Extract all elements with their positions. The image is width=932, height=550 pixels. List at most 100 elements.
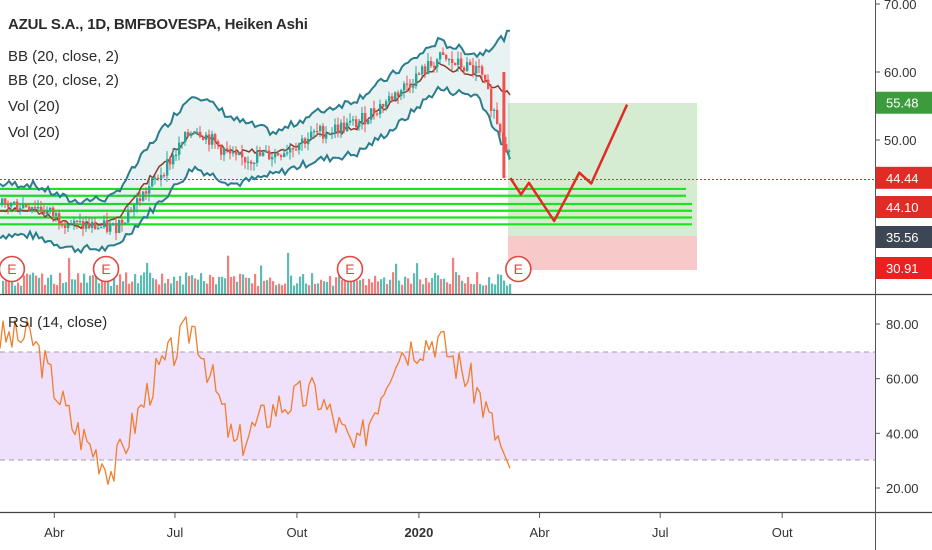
candle-body (316, 131, 319, 133)
volume-bar (344, 279, 347, 294)
earnings-marker-label: E (101, 261, 110, 277)
candle-body (478, 66, 481, 68)
price-tick-label: 70.00 (884, 0, 917, 12)
volume-bar (374, 275, 377, 294)
candle-body (493, 109, 496, 111)
candle-body (334, 124, 337, 133)
volume-bar (65, 282, 68, 294)
volume-bar (32, 272, 35, 294)
volume-bar (194, 278, 197, 294)
volume-bar (503, 280, 506, 294)
volume-bar (473, 284, 476, 294)
candle-body (400, 90, 403, 97)
price-tick-label: 50.00 (884, 133, 917, 148)
candle-body (124, 222, 127, 224)
volume-bar (257, 285, 260, 294)
candle-body (175, 154, 178, 156)
candle-body (370, 108, 373, 120)
candle-body (439, 52, 442, 60)
candle-body (289, 148, 292, 153)
volume-bar (23, 275, 26, 294)
candle-body (271, 157, 274, 160)
candle-body (16, 201, 19, 211)
candle-body (430, 61, 433, 66)
indicator-bb-1[interactable]: BB (20, close, 2) (8, 48, 119, 65)
volume-bar (38, 277, 41, 294)
candle-body (76, 220, 79, 222)
volume-bar (302, 274, 305, 294)
volume-bar (440, 279, 443, 294)
candle-body (283, 153, 286, 158)
volume-bar (164, 283, 167, 294)
volume-bar (275, 285, 278, 294)
volume-bar (125, 272, 128, 294)
candle-body (25, 204, 28, 207)
candle-body (265, 150, 268, 153)
volume-bar (260, 265, 263, 294)
candle-body (55, 213, 58, 216)
volume-bar (167, 279, 170, 294)
candle-body (118, 219, 121, 233)
volume-bar (425, 277, 428, 294)
volume-bar (446, 282, 449, 294)
candle-body (472, 65, 475, 74)
candle-body (319, 125, 322, 132)
volume-bar (320, 279, 323, 294)
indicator-vol-2[interactable]: Vol (20) (8, 124, 60, 141)
candle-body (304, 138, 307, 145)
candle-body (250, 161, 253, 164)
volume-bar (119, 274, 122, 294)
volume-bars (2, 252, 512, 294)
volume-bar (5, 278, 8, 294)
volume-bar (242, 274, 245, 294)
candle-body (46, 209, 49, 214)
candle-body (226, 148, 229, 151)
candle-body (64, 225, 67, 229)
earnings-marker (92, 255, 120, 283)
candle-body (217, 141, 220, 146)
volume-bar (485, 285, 488, 294)
candle-body (37, 206, 40, 209)
candle-body (448, 59, 451, 61)
volume-bar (26, 273, 29, 294)
candle-body (247, 161, 250, 163)
candle-body (343, 122, 346, 132)
candle-body (88, 223, 91, 229)
volume-bar (188, 275, 191, 294)
volume-bar (269, 277, 272, 294)
candle-body (445, 54, 448, 60)
rsi-label[interactable]: RSI (14, close) (8, 314, 108, 331)
candle-body (199, 131, 202, 137)
volume-bar (395, 263, 398, 294)
volume-bar (488, 277, 491, 294)
rsi-band (0, 352, 875, 460)
volume-bar (428, 282, 431, 294)
candle-body (52, 207, 55, 216)
candle-body (460, 58, 463, 68)
indicator-bb-2[interactable]: BB (20, close, 2) (8, 72, 119, 89)
volume-bar (122, 281, 125, 294)
volume-bar (443, 278, 446, 294)
candle-body (235, 152, 238, 155)
volume-bar (404, 276, 407, 294)
candle-body (133, 204, 136, 212)
candle-body (79, 221, 82, 223)
volume-bar (380, 279, 383, 294)
candle-body (40, 206, 43, 211)
volume-bar (266, 280, 269, 294)
candle-body (487, 79, 490, 89)
volume-bar (185, 272, 188, 294)
candle-body (139, 198, 142, 201)
candle-body (4, 198, 7, 203)
indicator-vol-1[interactable]: Vol (20) (8, 98, 60, 115)
candle-body (256, 152, 259, 163)
candle-body (262, 152, 265, 156)
volume-bar (347, 279, 350, 294)
candle-body (310, 131, 313, 139)
volume-bar (35, 275, 38, 294)
candle-body (508, 150, 511, 153)
candle-body (187, 132, 190, 137)
candle-body (280, 155, 283, 158)
candle-body (322, 125, 325, 139)
volume-bar (299, 276, 302, 294)
